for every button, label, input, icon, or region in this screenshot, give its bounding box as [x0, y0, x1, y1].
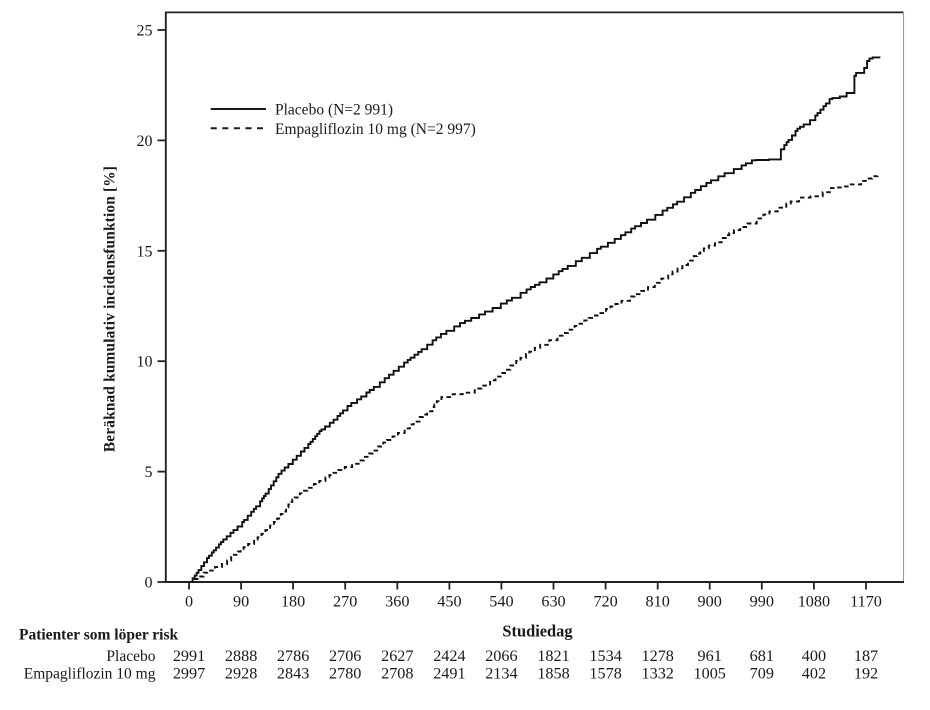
- svg-text:720: 720: [593, 593, 617, 611]
- svg-text:681: 681: [750, 647, 774, 665]
- svg-text:400: 400: [802, 647, 826, 665]
- svg-text:Empagliflozin 10 mg: Empagliflozin 10 mg: [24, 666, 156, 683]
- svg-text:2627: 2627: [381, 647, 413, 665]
- svg-text:Placebo: Placebo: [106, 648, 155, 665]
- svg-text:1578: 1578: [589, 665, 621, 683]
- svg-text:709: 709: [750, 665, 774, 683]
- svg-text:2780: 2780: [329, 665, 361, 683]
- svg-text:2991: 2991: [173, 647, 205, 665]
- svg-text:1278: 1278: [642, 647, 674, 665]
- svg-text:1534: 1534: [589, 647, 621, 665]
- svg-text:180: 180: [281, 593, 305, 611]
- svg-text:2843: 2843: [277, 665, 309, 683]
- svg-text:0: 0: [145, 575, 153, 592]
- svg-text:2491: 2491: [433, 665, 465, 683]
- svg-text:Placebo (N=2 991): Placebo (N=2 991): [275, 102, 393, 119]
- svg-text:402: 402: [802, 665, 826, 683]
- svg-text:90: 90: [233, 593, 249, 611]
- svg-text:1080: 1080: [798, 593, 830, 611]
- svg-text:Patienter som löper risk: Patienter som löper risk: [19, 627, 179, 644]
- svg-text:2888: 2888: [225, 647, 257, 665]
- svg-text:Empagliflozin 10 mg (N=2 997): Empagliflozin 10 mg (N=2 997): [275, 121, 476, 138]
- svg-text:2066: 2066: [485, 647, 517, 665]
- svg-text:Beräknad kumulativ incidensfun: Beräknad kumulativ incidensfunktion [%]: [102, 166, 119, 452]
- svg-text:2134: 2134: [485, 665, 517, 683]
- svg-text:10: 10: [137, 354, 153, 371]
- svg-text:2708: 2708: [381, 665, 413, 683]
- svg-text:1858: 1858: [537, 665, 569, 683]
- svg-text:1332: 1332: [642, 665, 674, 683]
- svg-text:187: 187: [854, 647, 878, 665]
- svg-text:20: 20: [137, 133, 153, 150]
- svg-text:360: 360: [385, 593, 409, 611]
- svg-text:540: 540: [489, 593, 513, 611]
- svg-text:2424: 2424: [433, 647, 465, 665]
- svg-text:5: 5: [145, 464, 153, 481]
- svg-text:961: 961: [698, 647, 722, 665]
- svg-text:2997: 2997: [173, 665, 205, 683]
- svg-text:15: 15: [137, 243, 153, 260]
- svg-text:450: 450: [437, 593, 461, 611]
- svg-text:2706: 2706: [329, 647, 361, 665]
- svg-text:630: 630: [541, 593, 565, 611]
- svg-text:25: 25: [137, 23, 153, 40]
- svg-text:900: 900: [698, 593, 722, 611]
- svg-text:1821: 1821: [537, 647, 569, 665]
- svg-text:990: 990: [750, 593, 774, 611]
- svg-text:192: 192: [854, 665, 878, 683]
- svg-text:1170: 1170: [850, 593, 882, 611]
- svg-text:1005: 1005: [694, 665, 726, 683]
- svg-text:2786: 2786: [277, 647, 309, 665]
- svg-text:270: 270: [333, 593, 357, 611]
- svg-text:Studiedag: Studiedag: [502, 622, 573, 641]
- svg-text:0: 0: [185, 593, 193, 611]
- svg-text:2928: 2928: [225, 665, 257, 683]
- svg-text:810: 810: [646, 593, 670, 611]
